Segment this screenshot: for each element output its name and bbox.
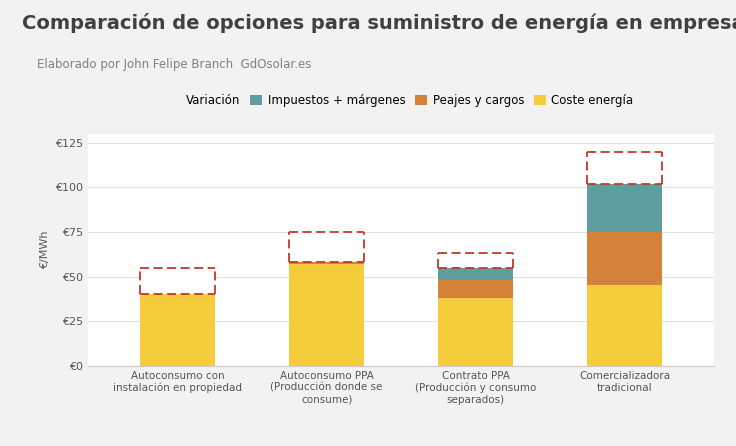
Polygon shape bbox=[289, 232, 364, 262]
Bar bbox=[289, 264, 364, 366]
Bar bbox=[439, 280, 513, 298]
Bar bbox=[289, 262, 364, 264]
Polygon shape bbox=[141, 268, 215, 294]
Bar bbox=[141, 294, 215, 366]
Bar bbox=[587, 232, 662, 285]
Bar bbox=[439, 268, 513, 280]
Polygon shape bbox=[587, 152, 662, 184]
Legend: Variación, Impuestos + márgenes, Peajes y cargos, Coste energía: Variación, Impuestos + márgenes, Peajes … bbox=[164, 89, 638, 112]
Bar bbox=[587, 285, 662, 366]
Text: Elaborado por John Felipe Branch  GdOsolar.es: Elaborado por John Felipe Branch GdOsola… bbox=[37, 58, 311, 71]
Bar bbox=[439, 298, 513, 366]
Text: Comparación de opciones para suministro de energía en empresas: Comparación de opciones para suministro … bbox=[22, 13, 736, 33]
Bar bbox=[587, 184, 662, 232]
Polygon shape bbox=[439, 253, 513, 268]
Y-axis label: €/MWh: €/MWh bbox=[40, 231, 50, 269]
